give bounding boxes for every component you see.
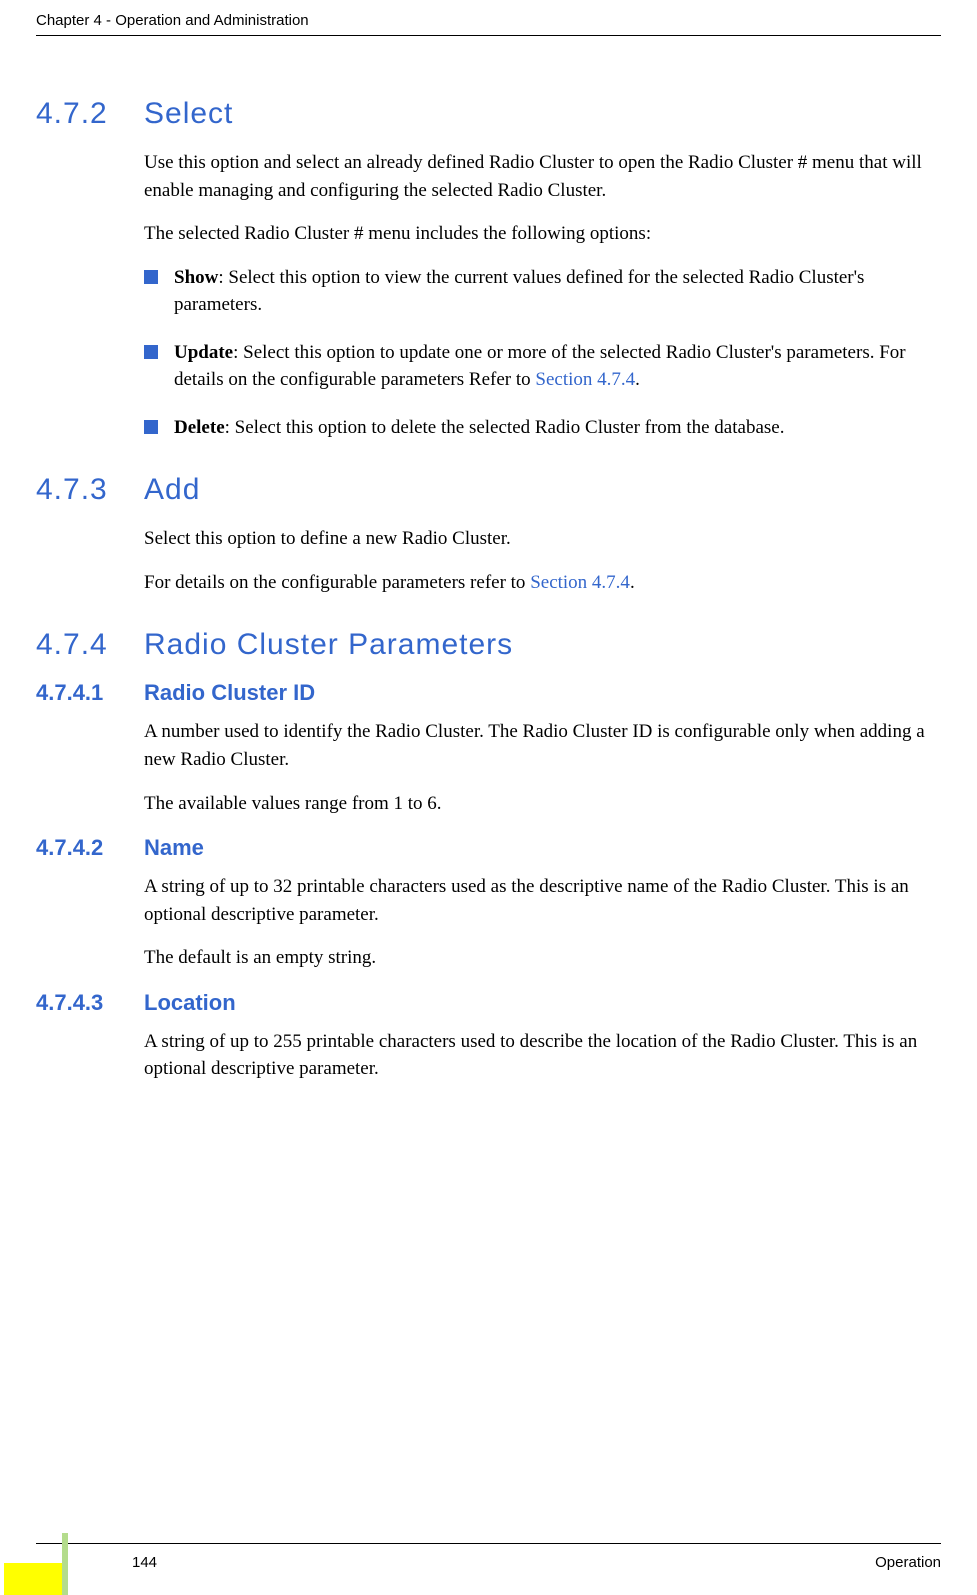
bullet-bold: Delete xyxy=(174,417,225,438)
section-link[interactable]: Section 4.7.4 xyxy=(530,572,630,593)
heading-472: 4.7.2 Select xyxy=(36,97,941,131)
corner-marks xyxy=(0,1530,68,1595)
heading-474: 4.7.4 Radio Cluster Parameters xyxy=(36,628,941,662)
para-text: For details on the configurable paramete… xyxy=(144,572,530,593)
heading-num: 4.7.4.3 xyxy=(36,990,144,1016)
body-473: Select this option to define a new Radio… xyxy=(144,525,941,596)
paragraph: A string of up to 32 printable character… xyxy=(144,873,941,928)
paragraph: For details on the configurable paramete… xyxy=(144,569,941,597)
paragraph: Use this option and select an already de… xyxy=(144,149,941,204)
bullet-show: Show: Select this option to view the cur… xyxy=(144,264,941,319)
heading-title: Location xyxy=(144,990,236,1016)
page-footer: 144 Operation xyxy=(36,1543,941,1571)
heading-num: 4.7.3 xyxy=(36,473,144,507)
heading-num: 4.7.4 xyxy=(36,628,144,662)
heading-num: 4.7.4.1 xyxy=(36,680,144,706)
bullet-text: Show: Select this option to view the cur… xyxy=(174,264,941,319)
heading-num: 4.7.2 xyxy=(36,97,144,131)
heading-4743: 4.7.4.3 Location xyxy=(36,990,941,1016)
body-472: Use this option and select an already de… xyxy=(144,149,941,441)
bullet-rest: . xyxy=(635,369,640,390)
paragraph: A string of up to 255 printable characte… xyxy=(144,1028,941,1083)
heading-title: Select xyxy=(144,97,233,131)
paragraph: A number used to identify the Radio Clus… xyxy=(144,718,941,773)
heading-4741: 4.7.4.1 Radio Cluster ID xyxy=(36,680,941,706)
bullet-rest: : Select this option to delete the selec… xyxy=(225,417,785,438)
heading-title: Add xyxy=(144,473,200,507)
bullet-text: Update: Select this option to update one… xyxy=(174,339,941,394)
body-4741: A number used to identify the Radio Clus… xyxy=(144,718,941,817)
bullet-text: Delete: Select this option to delete the… xyxy=(174,414,784,442)
paragraph: Select this option to define a new Radio… xyxy=(144,525,941,553)
chapter-label: Chapter 4 - Operation and Administration xyxy=(36,12,309,29)
heading-473: 4.7.3 Add xyxy=(36,473,941,507)
yellow-mark-icon xyxy=(4,1563,62,1595)
bullet-marker-icon xyxy=(144,270,158,284)
footer-label: Operation xyxy=(875,1554,941,1571)
footer-inner: 144 Operation xyxy=(132,1554,941,1571)
bullet-delete: Delete: Select this option to delete the… xyxy=(144,414,941,442)
para-text: . xyxy=(630,572,635,593)
paragraph: The available values range from 1 to 6. xyxy=(144,790,941,818)
heading-4742: 4.7.4.2 Name xyxy=(36,835,941,861)
bullet-bold: Show xyxy=(174,267,218,288)
bullet-bold: Update xyxy=(174,342,233,363)
page-content: 4.7.2 Select Use this option and select … xyxy=(36,65,941,1099)
heading-title: Radio Cluster ID xyxy=(144,680,315,706)
heading-title: Name xyxy=(144,835,204,861)
section-link[interactable]: Section 4.7.4 xyxy=(535,369,635,390)
heading-num: 4.7.4.2 xyxy=(36,835,144,861)
paragraph: The selected Radio Cluster # menu includ… xyxy=(144,220,941,248)
body-4742: A string of up to 32 printable character… xyxy=(144,873,941,972)
paragraph: The default is an empty string. xyxy=(144,944,941,972)
page-header: Chapter 4 - Operation and Administration xyxy=(36,12,941,36)
page-number: 144 xyxy=(132,1554,157,1571)
bullet-marker-icon xyxy=(144,420,158,434)
bullet-marker-icon xyxy=(144,345,158,359)
heading-title: Radio Cluster Parameters xyxy=(144,628,513,662)
green-mark-icon xyxy=(62,1533,68,1595)
bullet-rest: : Select this option to view the current… xyxy=(174,267,864,316)
bullet-update: Update: Select this option to update one… xyxy=(144,339,941,394)
body-4743: A string of up to 255 printable characte… xyxy=(144,1028,941,1083)
